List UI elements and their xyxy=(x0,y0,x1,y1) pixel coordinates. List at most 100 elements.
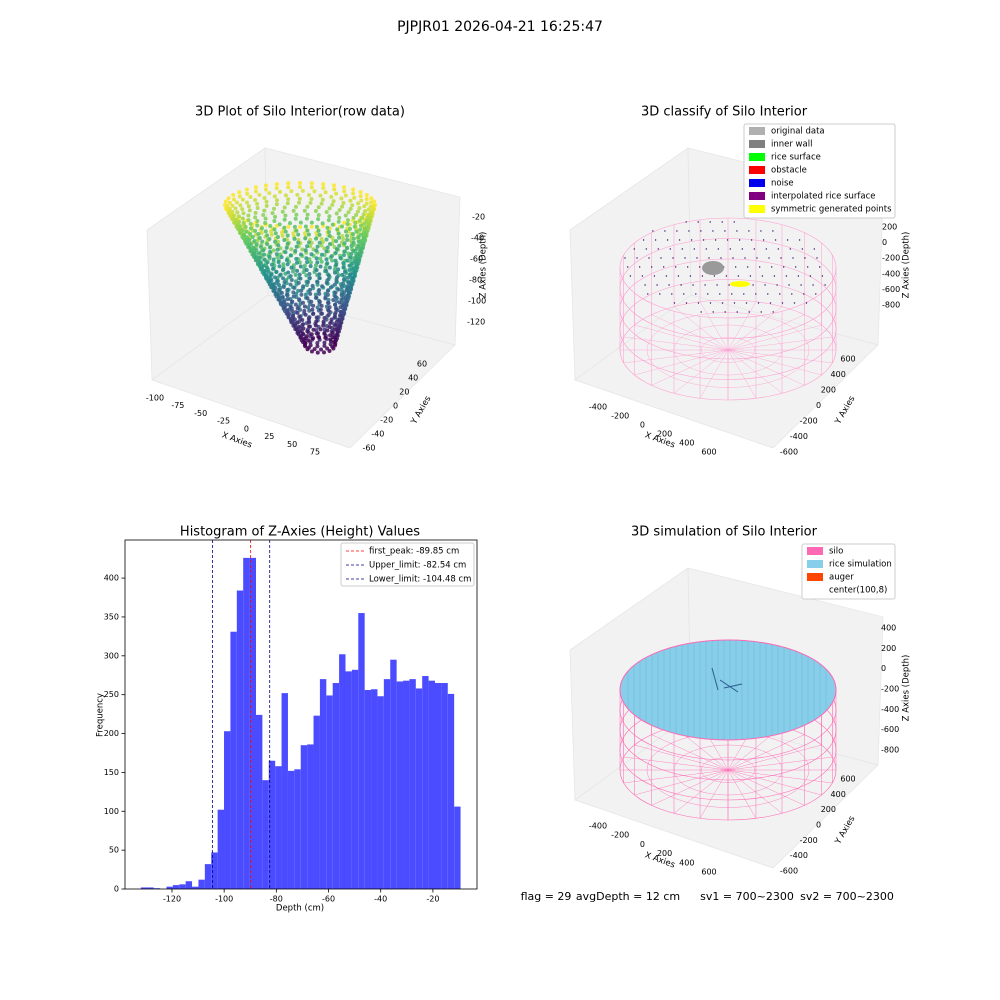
point xyxy=(313,292,318,297)
point xyxy=(330,222,335,227)
point xyxy=(685,302,688,304)
point xyxy=(720,257,722,259)
point xyxy=(284,292,289,297)
bar xyxy=(294,769,301,889)
point xyxy=(305,228,310,233)
point xyxy=(233,206,238,211)
point xyxy=(332,187,337,192)
bar xyxy=(371,689,378,889)
point xyxy=(319,311,324,316)
point xyxy=(334,278,339,283)
point xyxy=(726,239,729,241)
legend-box xyxy=(340,542,475,587)
point xyxy=(245,241,250,246)
point xyxy=(781,302,784,304)
point xyxy=(301,326,306,331)
point xyxy=(317,299,322,304)
point xyxy=(310,307,315,312)
point xyxy=(322,340,327,345)
point xyxy=(776,284,778,286)
point xyxy=(278,272,283,277)
point xyxy=(732,257,734,259)
x-tick-label: -80 xyxy=(270,895,283,904)
point xyxy=(719,293,721,295)
point xyxy=(285,288,290,293)
point xyxy=(227,210,232,215)
z-tick-label: 0 xyxy=(882,238,887,247)
point xyxy=(303,248,308,253)
point xyxy=(809,275,812,277)
point xyxy=(675,266,677,268)
point xyxy=(283,213,288,218)
point xyxy=(305,329,310,334)
point xyxy=(324,249,329,254)
point xyxy=(364,201,369,206)
x-axis-label: X Axies xyxy=(220,430,253,450)
point xyxy=(274,182,279,187)
point xyxy=(792,257,794,259)
point xyxy=(651,266,653,268)
point xyxy=(259,226,264,231)
point xyxy=(240,197,245,202)
point xyxy=(321,350,326,355)
point xyxy=(298,225,302,229)
point xyxy=(245,200,250,205)
point xyxy=(337,317,342,322)
point xyxy=(298,264,303,269)
point xyxy=(768,257,770,259)
point xyxy=(268,249,273,254)
point xyxy=(318,264,323,269)
point xyxy=(316,217,321,222)
point xyxy=(264,199,269,204)
point xyxy=(760,230,762,232)
point xyxy=(783,266,785,268)
z-axis-label: Z Axies (Depth) xyxy=(479,232,489,299)
point xyxy=(639,266,641,268)
y-tick-label: -400 xyxy=(790,851,808,860)
point xyxy=(277,287,282,292)
y-tick-label: 600 xyxy=(840,355,855,364)
point xyxy=(745,302,748,304)
point xyxy=(317,272,322,277)
point xyxy=(364,193,369,198)
point xyxy=(286,181,291,186)
point xyxy=(323,335,328,340)
point xyxy=(301,337,306,342)
point xyxy=(255,205,260,210)
point xyxy=(264,203,269,208)
point xyxy=(240,216,245,221)
point xyxy=(314,224,319,229)
point xyxy=(281,262,286,267)
x-tick-label: -60 xyxy=(322,895,335,904)
x-tick-label: 75 xyxy=(310,448,320,457)
point xyxy=(258,260,263,265)
point xyxy=(805,302,808,304)
point xyxy=(741,248,743,250)
point xyxy=(322,343,327,348)
point xyxy=(372,199,377,204)
bar xyxy=(192,886,199,889)
point xyxy=(247,231,252,236)
point xyxy=(737,275,740,277)
point xyxy=(297,196,302,201)
legend-label: original data xyxy=(771,127,825,137)
point xyxy=(271,282,276,287)
x-tick-label: 400 xyxy=(679,858,694,867)
point xyxy=(248,221,253,226)
point xyxy=(359,232,364,237)
point xyxy=(644,284,646,286)
point xyxy=(642,239,645,241)
legend-label: interpolated rice surface xyxy=(771,192,876,202)
point xyxy=(313,263,318,268)
point xyxy=(333,290,338,295)
point xyxy=(339,196,344,201)
point xyxy=(285,241,290,246)
bar xyxy=(236,590,244,889)
point xyxy=(340,224,345,229)
point xyxy=(315,331,320,336)
point xyxy=(288,316,293,321)
point xyxy=(323,265,328,270)
point xyxy=(330,202,335,207)
point xyxy=(333,310,338,315)
point xyxy=(672,257,674,259)
